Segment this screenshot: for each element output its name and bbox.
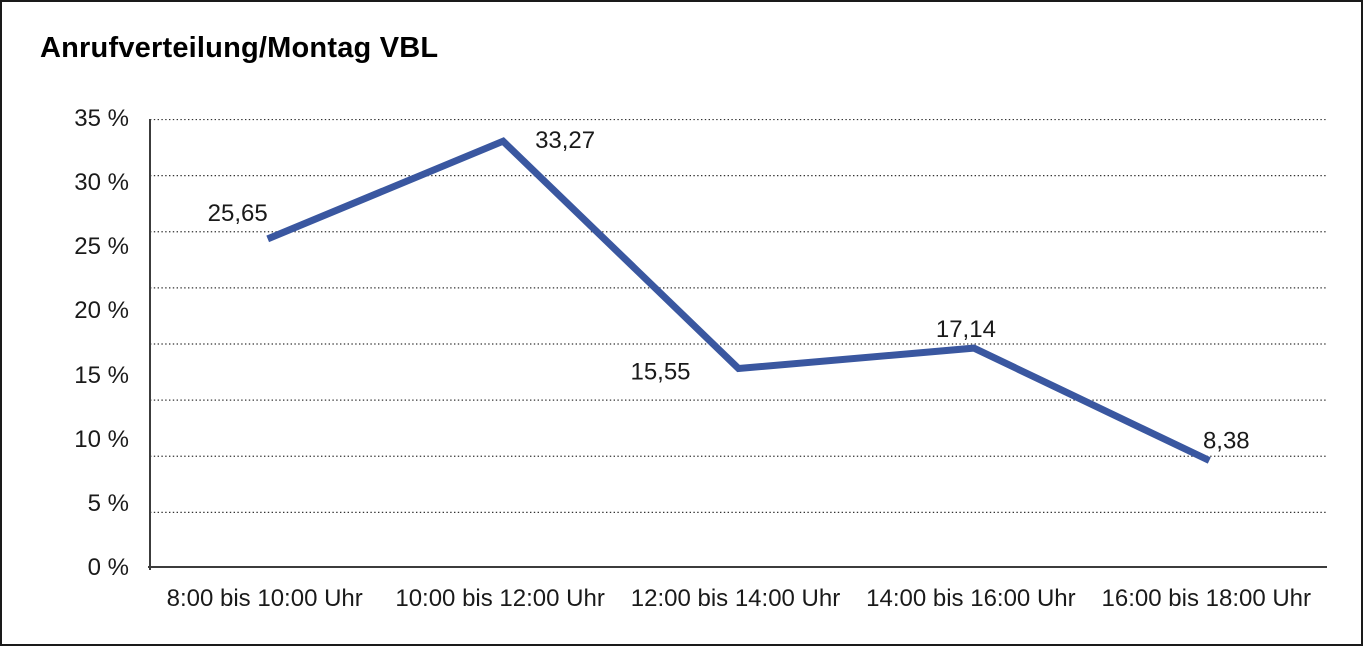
y-tick-label: 5 % [87,489,129,517]
x-tick-label: 12:00 bis 14:00 Uhr [630,585,841,612]
data-line [266,137,1211,464]
x-tick-label: 14:00 bis 16:00 Uhr [866,585,1076,612]
y-tick-label: 30 % [74,169,129,197]
y-tick-label: 25 % [74,233,129,261]
y-tick-label: 15 % [74,361,129,389]
data-value-label: 8,38 [1203,428,1250,455]
data-value-label: 15,55 [630,359,690,386]
data-value-label: 17,14 [936,316,996,343]
y-tick-label: 0 % [87,554,129,581]
x-tick-label: 10:00 bis 12:00 Uhr [395,585,605,612]
x-tick-label: 8:00 bis 10:00 Uhr [166,585,363,612]
chart-title: Anrufverteilung/Montag VBL [40,32,439,64]
y-tick-label: 35 % [74,105,129,132]
x-tick-label: 16:00 bis 18:00 Uhr [1101,585,1312,612]
plot-area: 25,65 33,27 15,55 17,14 8,38 [148,119,1327,570]
data-value-label: 25,65 [208,200,268,227]
y-tick-label: 10 % [74,425,129,453]
y-tick-label: 20 % [74,297,129,325]
data-value-label: 33,27 [535,127,595,154]
